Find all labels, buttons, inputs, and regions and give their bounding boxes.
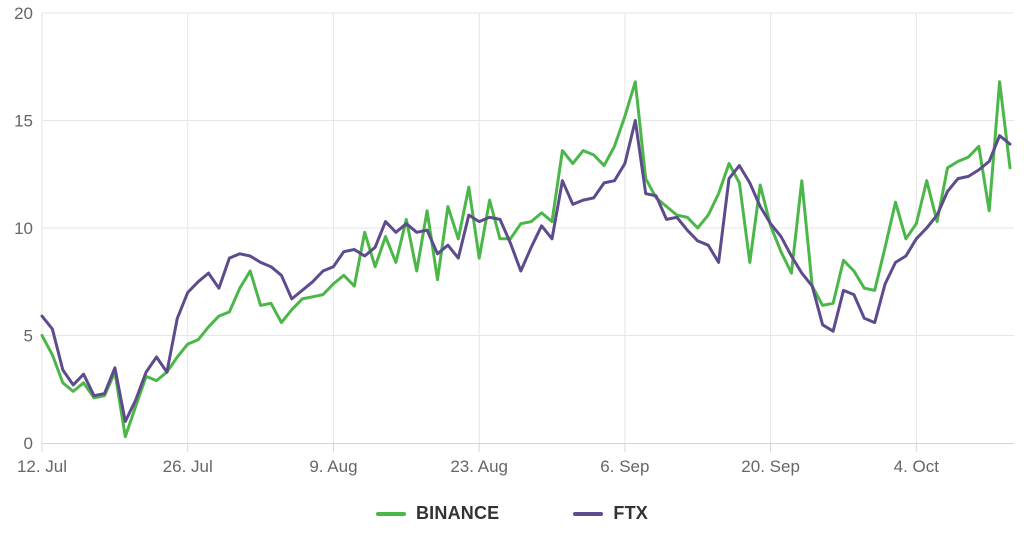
x-axis-label: 4. Oct [894,457,940,476]
binance-line-swatch-icon [375,511,406,516]
series-line-ftx[interactable] [40,119,1012,423]
y-axis-label: 10 [14,219,33,238]
chart-legend: BINANCE FTX [0,503,1024,524]
y-axis-label: 0 [24,434,33,453]
legend-label-ftx: FTX [613,503,648,523]
x-axis-label: 23. Aug [450,457,508,476]
legend-item-ftx[interactable]: FTX [573,503,648,524]
legend-label-binance: BINANCE [415,503,500,523]
x-axis-label: 12. Jul [17,457,67,476]
x-axis-label: 6. Sep [600,457,649,476]
x-axis-label: 26. Jul [163,457,213,476]
y-axis-label: 15 [14,112,33,131]
ftx-line-swatch-icon [573,511,604,516]
x-axis-label: 20. Sep [741,457,800,476]
x-axis-label: 9. Aug [309,457,357,476]
y-axis-label: 5 [24,327,33,346]
y-axis-label: 20 [14,4,33,23]
legend-item-binance[interactable]: BINANCE [375,503,500,524]
series-line-binance[interactable] [40,80,1012,439]
